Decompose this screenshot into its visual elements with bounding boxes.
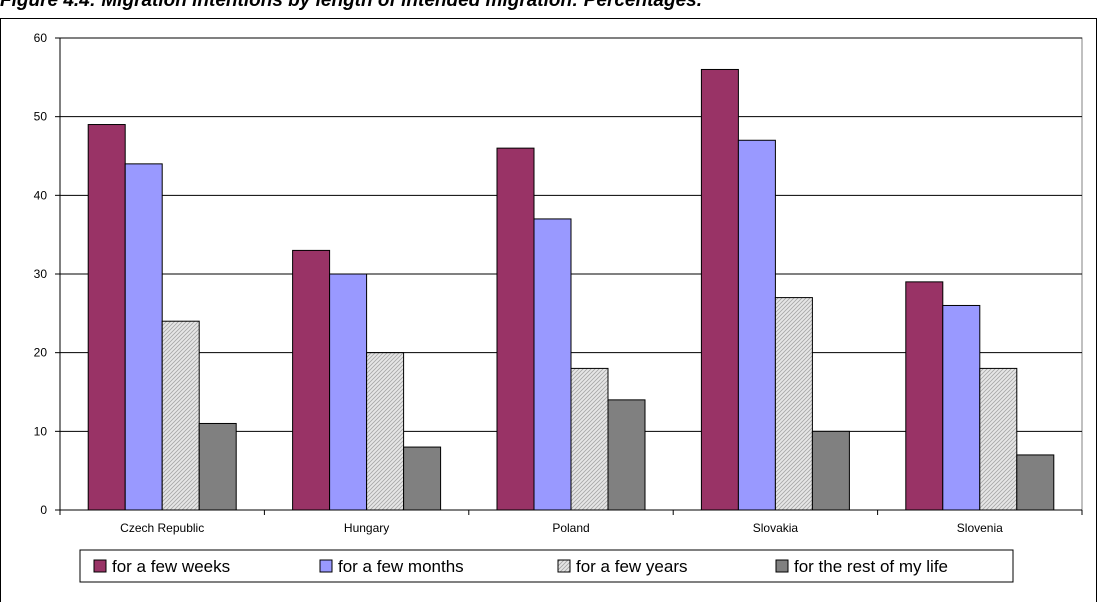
bars (87, 68, 1055, 511)
bar-slovakia-few-years (774, 297, 813, 511)
legend-swatch-rest-of-life (775, 559, 789, 573)
bar-slovakia-rest-of-life (811, 430, 850, 511)
y-tick-label: 20 (34, 346, 48, 360)
bar-czech-republic-rest-of-life (198, 422, 237, 511)
bar-czech-republic-few-weeks (87, 124, 126, 511)
bar-hungary-rest-of-life (403, 446, 442, 511)
x-tick-label: Poland (552, 521, 589, 535)
chart-frame (0, 18, 1097, 602)
bar-poland-few-months (533, 218, 572, 511)
bar-poland-few-years (570, 367, 609, 511)
axes: 0 10 20 30 40 50 60 Czech Republic Hungary Poland… (34, 31, 1083, 535)
legend-box (79, 549, 1014, 583)
bar-hungary-few-months (329, 273, 368, 511)
y-tick-label: 60 (34, 31, 48, 45)
bar-slovakia-few-weeks (700, 68, 739, 511)
x-tick-label: Czech Republic (120, 521, 204, 535)
legend: for a few weeks for a few months for a few… (79, 549, 1014, 583)
y-tick-label: 30 (34, 267, 48, 281)
x-tick-label: Slovenia (957, 521, 1003, 535)
legend-swatch-few-weeks (93, 559, 107, 573)
bar-slovenia-few-months (942, 304, 981, 511)
legend-label: for a few years (576, 557, 688, 576)
figure-title: Figure 4.4: Migration intentions by leng… (0, 0, 702, 11)
bar-slovenia-few-years (979, 367, 1018, 511)
legend-label: for a few weeks (112, 557, 230, 576)
bar-poland-few-weeks (496, 147, 535, 511)
bar-hungary-few-years (366, 352, 405, 511)
bar-slovenia-few-weeks (905, 281, 944, 511)
y-tick-label: 40 (34, 188, 48, 202)
y-tick-label: 10 (34, 424, 48, 438)
legend-swatch-few-months (319, 559, 333, 573)
legend-label: for the rest of my life (794, 557, 948, 576)
bar-poland-rest-of-life (607, 399, 646, 511)
bar-slovenia-rest-of-life (1016, 454, 1055, 511)
y-tick-label: 0 (40, 503, 47, 517)
bar-czech-republic-few-months (124, 163, 163, 511)
legend-swatch-few-years (557, 559, 571, 573)
x-tick-label: Slovakia (753, 521, 799, 535)
bar-hungary-few-weeks (292, 249, 331, 511)
y-tick-label: 50 (34, 110, 48, 124)
x-tick-label: Hungary (344, 521, 389, 535)
bar-slovakia-few-months (737, 139, 776, 511)
legend-label: for a few months (338, 557, 464, 576)
bar-czech-republic-few-years (161, 320, 200, 511)
